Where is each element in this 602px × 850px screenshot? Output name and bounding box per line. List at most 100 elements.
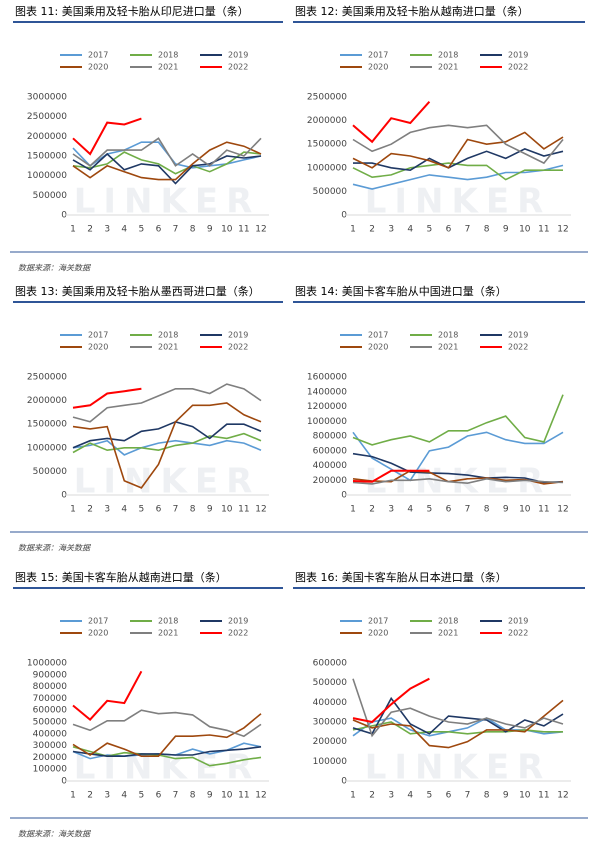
x-tick-label: 6	[446, 791, 452, 801]
series-line	[352, 131, 564, 169]
series-line	[72, 387, 142, 409]
series-line	[352, 678, 564, 738]
series-line	[72, 713, 262, 757]
chart-title: 图表 16: 美国卡客车胎从日本进口量（条）	[295, 570, 507, 584]
x-tick-label: 9	[207, 505, 213, 515]
series-line	[72, 420, 262, 449]
y-tick-label: 200000	[313, 476, 348, 486]
series-line	[352, 469, 430, 483]
y-tick-label: 2000000	[307, 116, 347, 126]
y-tick-label: 100000	[313, 757, 348, 767]
x-tick-label: 12	[557, 505, 568, 515]
legend-label: 2021	[438, 629, 458, 638]
x-tick-label: 8	[484, 225, 490, 235]
x-tick-label: 6	[446, 225, 452, 235]
x-tick-label: 2	[87, 225, 93, 235]
chart-title: 图表 14: 美国卡客车胎从中国进口量（条）	[295, 284, 507, 298]
x-tick-label: 6	[156, 791, 162, 801]
chart-title: 图表 13: 美国乘用及轻卡胎从墨西哥进口量（条）	[15, 284, 260, 298]
y-tick-label: 100000	[33, 765, 68, 775]
y-tick-label: 800000	[33, 682, 68, 692]
x-tick-label: 3	[104, 225, 110, 235]
x-tick-label: 9	[503, 505, 509, 515]
x-tick-label: 5	[426, 225, 432, 235]
legend-label: 2021	[438, 63, 458, 72]
x-tick-label: 8	[190, 225, 196, 235]
x-tick-label: 8	[190, 791, 196, 801]
y-tick-label: 0	[341, 777, 347, 787]
x-tick-label: 8	[190, 505, 196, 515]
series-line	[352, 394, 564, 446]
source-note: 数据来源：海关数据	[18, 264, 91, 273]
legend-label: 2017	[88, 51, 108, 60]
x-tick-label: 11	[538, 791, 549, 801]
y-tick-label: 0	[61, 491, 67, 501]
x-tick-label: 9	[207, 791, 213, 801]
y-tick-label: 0	[341, 491, 347, 501]
legend-label: 2022	[228, 629, 248, 638]
x-tick-label: 7	[173, 225, 179, 235]
x-tick-label: 10	[221, 225, 233, 235]
x-tick-label: 4	[407, 225, 413, 235]
y-tick-label: 200000	[33, 753, 68, 763]
x-tick-label: 6	[446, 505, 452, 515]
series-line	[352, 164, 564, 190]
y-tick-label: 0	[61, 211, 67, 221]
x-tick-label: 9	[503, 791, 509, 801]
legend-label: 2019	[508, 331, 528, 340]
x-tick-label: 6	[156, 505, 162, 515]
x-tick-label: 3	[104, 505, 110, 515]
legend-label: 2022	[508, 629, 528, 638]
legend-label: 2019	[228, 51, 248, 60]
x-tick-label: 8	[484, 791, 490, 801]
legend-label: 2017	[368, 331, 388, 340]
x-tick-label: 9	[503, 225, 509, 235]
legend-label: 2019	[508, 617, 528, 626]
x-tick-label: 7	[173, 791, 179, 801]
x-tick-label: 10	[519, 791, 531, 801]
y-tick-label: 0	[341, 211, 347, 221]
x-tick-label: 3	[388, 791, 394, 801]
x-tick-label: 1	[350, 505, 356, 515]
y-tick-label: 1200000	[307, 402, 347, 412]
chart-title: 图表 15: 美国卡客车胎从越南进口量（条）	[15, 570, 227, 584]
series-line	[72, 432, 262, 454]
y-tick-label: 2500000	[27, 373, 67, 383]
x-tick-label: 12	[557, 791, 568, 801]
legend-label: 2019	[228, 331, 248, 340]
x-tick-label: 10	[221, 505, 233, 515]
series-line	[352, 699, 564, 749]
legend-label: 2017	[88, 617, 108, 626]
y-tick-label: 500000	[33, 467, 68, 477]
legend-label: 2021	[438, 343, 458, 352]
y-tick-label: 800000	[313, 432, 348, 442]
series-line	[72, 151, 262, 175]
y-tick-label: 500000	[33, 191, 68, 201]
x-tick-label: 11	[238, 791, 249, 801]
y-tick-label: 2500000	[27, 112, 67, 122]
y-tick-label: 1500000	[27, 420, 67, 430]
y-tick-label: 400000	[33, 729, 68, 739]
x-tick-label: 2	[87, 505, 93, 515]
x-tick-label: 5	[138, 225, 144, 235]
y-tick-label: 700000	[33, 694, 68, 704]
x-tick-label: 4	[121, 791, 127, 801]
legend-label: 2020	[368, 343, 388, 352]
x-tick-label: 12	[255, 505, 266, 515]
legend-label: 2021	[158, 343, 178, 352]
y-tick-label: 1600000	[307, 373, 347, 383]
legend-label: 2019	[228, 617, 248, 626]
source-note: 数据来源：海关数据	[18, 830, 91, 839]
x-tick-label: 1	[70, 791, 76, 801]
y-tick-label: 1000000	[307, 417, 347, 427]
x-tick-label: 5	[426, 791, 432, 801]
series-line	[72, 709, 262, 738]
y-tick-label: 1500000	[27, 152, 67, 162]
legend-label: 2020	[88, 629, 108, 638]
source-note: 数据来源：海关数据	[18, 544, 91, 553]
legend-label: 2018	[158, 331, 178, 340]
y-tick-label: 600000	[313, 446, 348, 456]
series-line	[352, 431, 564, 482]
chart-title: 图表 11: 美国乘用及轻卡胎从印尼进口量（条）	[15, 4, 249, 18]
